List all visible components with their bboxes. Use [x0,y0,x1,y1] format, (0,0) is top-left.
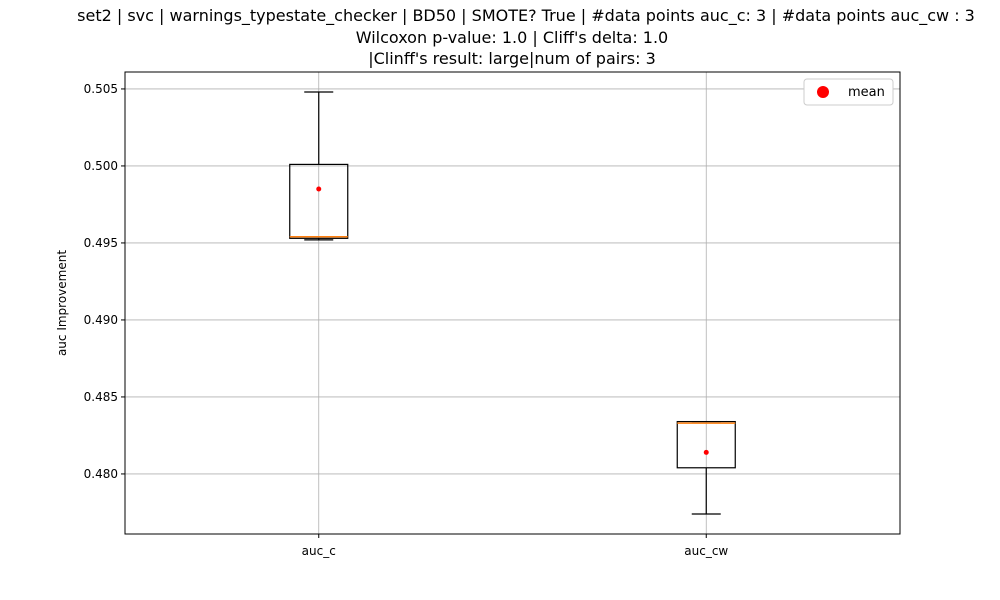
iqr-box [289,163,349,239]
mean-marker [316,186,322,192]
legend-frame [803,78,894,106]
plot-frame [124,71,901,535]
x-tick-label-auc-c: auc_c [302,544,336,558]
grid [125,72,900,534]
y-tick-label: 0.480 [84,467,118,481]
y-tick-label: 0.495 [84,236,118,250]
box-auc-c [289,91,349,241]
x-tick-label-auc-cw: auc_cw [684,544,728,558]
chart-title: set2 | svc | warnings_typestate_checker … [77,6,975,68]
y-tick-label: 0.505 [84,82,118,96]
title-line-1: set2 | svc | warnings_typestate_checker … [77,6,975,26]
title-line-3: |Clinff's result: large|num of pairs: 3 [368,49,656,68]
y-tick-label: 0.500 [84,159,118,173]
legend-mean-marker [817,86,829,98]
y-ticks: 0.480 0.485 0.490 0.495 0.500 0.505 [84,82,125,481]
y-tick-label: 0.490 [84,313,118,327]
y-axis-label: auc Improvement [55,250,69,356]
mean-marker [703,449,709,455]
box-auc-cw [676,420,736,515]
title-line-2: Wilcoxon p-value: 1.0 | Cliff's delta: 1… [356,28,668,47]
legend-entry-mean: mean [848,85,885,100]
boxes [289,91,736,515]
legend: mean [803,78,894,106]
x-ticks: auc_c auc_cw [302,534,728,558]
iqr-box [676,420,736,469]
y-tick-label: 0.485 [84,390,118,404]
